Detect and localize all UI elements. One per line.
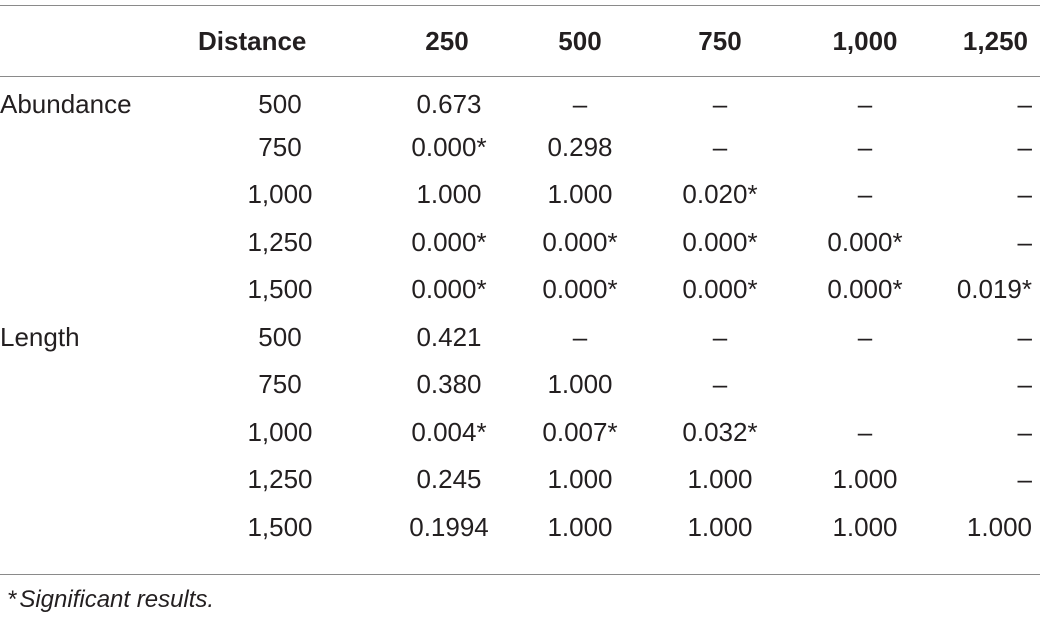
value-cell: 0.000*	[411, 226, 487, 257]
value-cell: 0.380	[416, 369, 482, 400]
value-cell: –	[1017, 369, 1032, 400]
value-cell: 0.020*	[682, 179, 758, 210]
value-cell: –	[857, 179, 873, 210]
value-cell: –	[857, 89, 873, 120]
header-cell-750: 750	[698, 25, 742, 56]
row-group-label	[0, 504, 190, 552]
row-distance-cell: 750	[258, 369, 302, 400]
value-cell: –	[1017, 416, 1032, 447]
table-row: 750 0.000* 0.298 – – –	[0, 124, 1040, 172]
value-cell: –	[857, 131, 873, 162]
row-group-label	[0, 124, 190, 172]
header-cell-1250: 1,250	[962, 25, 1028, 56]
value-cell: 1.000	[687, 511, 753, 542]
table-row: Abundance 500 0.673 – – – –	[0, 76, 1040, 124]
value-cell: 0.245	[416, 464, 482, 495]
value-cell: 0.421	[416, 321, 482, 352]
row-distance-cell: 750	[258, 131, 302, 162]
value-cell: 0.032*	[682, 416, 758, 447]
value-cell	[790, 361, 930, 409]
row-group-label	[0, 266, 190, 314]
value-cell: 1.000	[687, 464, 753, 495]
row-group-label	[0, 409, 190, 457]
value-cell: 0.000*	[827, 226, 903, 257]
row-distance-cell: 500	[258, 321, 302, 352]
value-cell: –	[1017, 321, 1032, 352]
value-cell: –	[712, 321, 728, 352]
value-cell: 0.019*	[956, 274, 1032, 305]
value-cell: 1.000	[416, 179, 482, 210]
value-cell: 1.000	[832, 511, 898, 542]
table-row: 1,250 0.245 1.000 1.000 1.000 –	[0, 456, 1040, 504]
table-header-row: Distance 250 500 750 1,000 1,250	[0, 6, 1040, 76]
row-distance-cell: 1,500	[247, 274, 313, 305]
value-cell: 0.000*	[542, 226, 618, 257]
row-group-label: Length	[0, 321, 80, 352]
row-distance-cell: 1,000	[247, 179, 313, 210]
table-row: 750 0.380 1.000 – –	[0, 361, 1040, 409]
value-cell: –	[572, 89, 588, 120]
value-cell: –	[712, 89, 728, 120]
table-row: 1,500 0.1994 1.000 1.000 1.000 1.000	[0, 504, 1040, 552]
value-cell: –	[572, 321, 588, 352]
value-cell: 0.000*	[542, 274, 618, 305]
table-row: 1,000 1.000 1.000 0.020* – –	[0, 171, 1040, 219]
row-group-label	[0, 219, 190, 267]
value-cell: –	[1017, 131, 1032, 162]
value-cell: 0.673	[416, 89, 482, 120]
row-distance-cell: 1,000	[247, 416, 313, 447]
footnote-marker: *	[8, 586, 18, 613]
table-header-rule	[0, 76, 1040, 77]
value-cell: 0.000*	[682, 226, 758, 257]
value-cell: 0.007*	[542, 416, 618, 447]
value-cell: 0.000*	[411, 131, 487, 162]
value-cell: 1.000	[547, 179, 613, 210]
value-cell: –	[857, 321, 873, 352]
table-row: Length 500 0.421 – – – –	[0, 314, 1040, 362]
row-distance-cell: 1,250	[247, 464, 313, 495]
row-group-label	[0, 171, 190, 219]
table-row: 1,250 0.000* 0.000* 0.000* 0.000* –	[0, 219, 1040, 267]
table-footnote: *Significant results.	[8, 586, 214, 614]
value-cell: 0.004*	[411, 416, 487, 447]
row-distance-cell: 1,250	[247, 226, 313, 257]
value-cell: –	[1017, 464, 1032, 495]
footnote-text: Significant results.	[19, 586, 215, 613]
row-distance-cell: 500	[258, 89, 302, 120]
header-cell-distance: Distance	[198, 25, 307, 56]
value-cell: 1.000	[547, 511, 613, 542]
header-cell-500: 500	[558, 25, 602, 56]
row-group-label: Abundance	[0, 89, 132, 120]
row-group-label	[0, 456, 190, 504]
row-group-label	[0, 361, 190, 409]
value-cell: 0.298	[547, 131, 613, 162]
table-row: 1,000 0.004* 0.007* 0.032* – –	[0, 409, 1040, 457]
value-cell: –	[857, 416, 873, 447]
value-cell: 0.1994	[409, 511, 489, 542]
value-cell: 0.000*	[411, 274, 487, 305]
value-cell: 1.000	[547, 369, 613, 400]
comparison-table: Distance 250 500 750 1,000 1,250 Abundan…	[0, 6, 1040, 551]
value-cell: –	[1017, 226, 1032, 257]
table-body: Abundance 500 0.673– – – –750 0.000* 0.298– – –1,…	[0, 76, 1040, 551]
value-cell: –	[1017, 89, 1032, 120]
value-cell: 1.000	[547, 464, 613, 495]
header-cell-250: 250	[425, 25, 469, 56]
value-cell: 0.000*	[682, 274, 758, 305]
table-top-rule	[0, 5, 1040, 6]
value-cell: 0.000*	[827, 274, 903, 305]
value-cell: –	[712, 131, 728, 162]
table-row: 1,500 0.000* 0.000* 0.000* 0.000* 0.019*	[0, 266, 1040, 314]
value-cell: 1.000	[832, 464, 898, 495]
value-cell: –	[1017, 179, 1032, 210]
header-cell-group	[0, 6, 190, 76]
row-distance-cell: 1,500	[247, 511, 313, 542]
table-bottom-rule	[0, 574, 1040, 575]
value-cell: 1.000	[966, 511, 1032, 542]
value-cell: –	[712, 369, 728, 400]
header-cell-1000: 1,000	[832, 25, 898, 56]
